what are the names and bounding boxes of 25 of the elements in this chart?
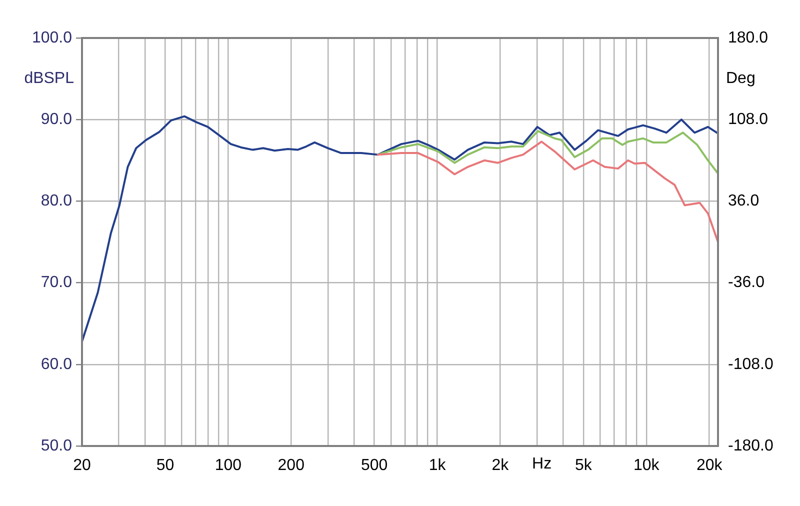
y-tick-label: 90.0 [40, 111, 72, 128]
y-tick-label: 80.0 [40, 192, 72, 210]
x-tick-label: 2k [492, 457, 510, 474]
x-tick-label: 10k [633, 457, 660, 474]
y-tick-label: 100.0 [32, 29, 72, 46]
y2-tick-label: 180.0 [728, 29, 768, 46]
y2-tick-label: 108.0 [728, 111, 768, 128]
y-axis-title: dBSPL [24, 70, 74, 88]
x-tick-label: 200 [278, 457, 305, 474]
y-tick-label: 60.0 [40, 356, 72, 373]
x-tick-label: 500 [360, 457, 388, 474]
y2-tick-label: -180.0 [728, 437, 774, 454]
x-tick-label: 100 [214, 457, 242, 474]
x-axis-title: Hz [532, 455, 552, 472]
y-tick-label: 50.0 [40, 437, 72, 454]
x-tick-label: 5k [574, 457, 593, 474]
y2-tick-label: 36.0 [728, 192, 760, 210]
y2-tick-label: -36.0 [728, 274, 765, 292]
y2-tick-label: -108.0 [728, 356, 774, 373]
x-tick-label: 1k [428, 457, 447, 474]
x-tick-label: 50 [156, 457, 174, 474]
x-tick-label: 20 [73, 457, 91, 474]
y-tick-label: 70.0 [40, 274, 72, 292]
x-tick-label: 20k [696, 457, 724, 474]
y2-axis-title: Deg [726, 70, 756, 88]
